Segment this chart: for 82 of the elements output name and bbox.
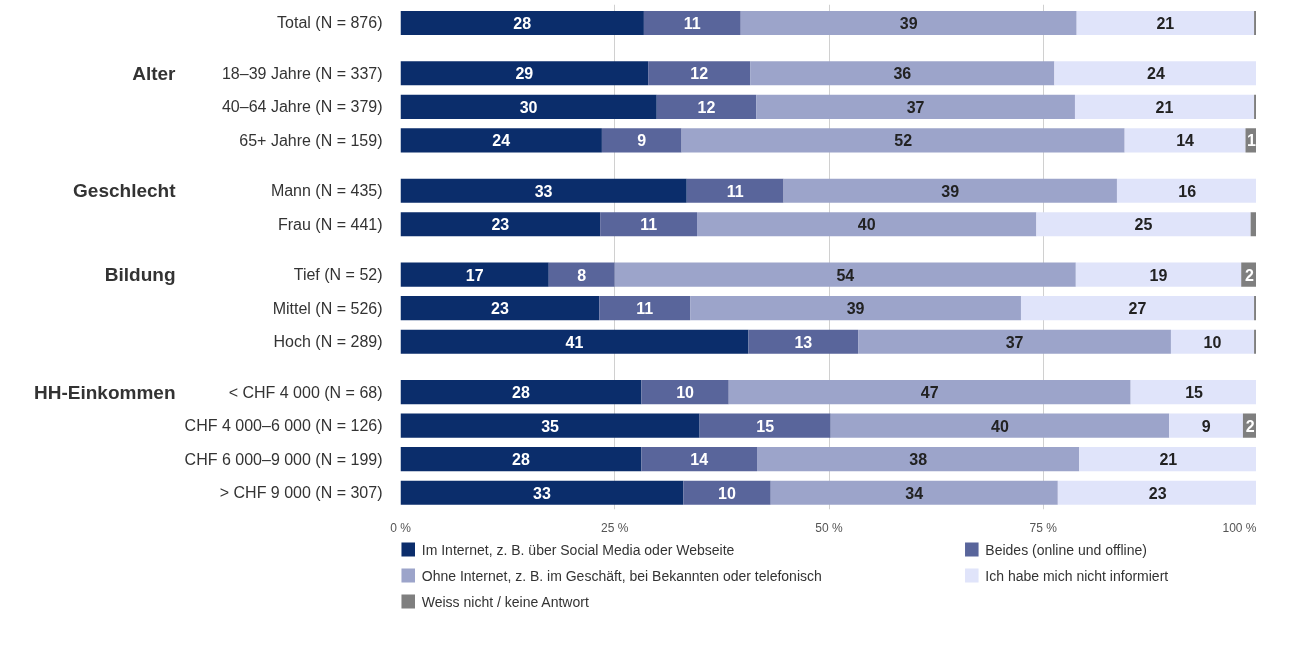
y-tick-label: 65+ Jahre (N = 159) <box>239 131 383 149</box>
data-label: 23 <box>1148 484 1167 502</box>
data-label: 30 <box>519 98 538 116</box>
data-label: 2 <box>1245 417 1255 435</box>
data-label: 10 <box>676 384 695 402</box>
data-label: 9 <box>637 132 647 150</box>
x-tick-label: 0 % <box>390 520 412 535</box>
data-label: 16 <box>1178 182 1197 200</box>
data-label: 28 <box>512 384 530 402</box>
data-label: 33 <box>534 182 553 200</box>
data-label: 21 <box>1159 451 1178 469</box>
data-label: 37 <box>906 98 925 116</box>
data-label: 9 <box>1201 417 1211 435</box>
data-label: 25 <box>1134 216 1153 234</box>
data-label: 34 <box>905 484 924 502</box>
data-label: 23 <box>491 216 510 234</box>
data-label: 12 <box>697 98 716 116</box>
legend-label: Beides (online und offline) <box>985 541 1147 558</box>
data-label: 41 <box>565 333 584 351</box>
data-label: 35 <box>541 417 560 435</box>
data-label: 14 <box>1176 132 1195 150</box>
data-label: 21 <box>1155 98 1174 116</box>
data-label: 39 <box>846 300 865 318</box>
data-label: 54 <box>836 266 855 284</box>
legend-label: Weiss nicht / keine Antwort <box>421 593 589 610</box>
y-tick-label: 18–39 Jahre (N = 337) <box>221 64 383 82</box>
data-label: 11 <box>640 216 658 234</box>
data-label: 15 <box>1185 384 1204 402</box>
data-label: 38 <box>909 451 928 469</box>
x-tick-label: 75 % <box>1029 520 1058 535</box>
data-label: 21 <box>1156 14 1175 32</box>
data-label: 28 <box>513 14 532 32</box>
y2-tick-label: HH-Einkommen <box>34 381 176 403</box>
y2-tick-label: Alter <box>132 62 177 84</box>
y-tick-label: < CHF 4 000 (N = 68) <box>228 383 383 401</box>
data-label: 10 <box>1203 333 1222 351</box>
data-label: 24 <box>1147 65 1165 83</box>
data-label: 33 <box>533 484 551 502</box>
data-label: 39 <box>941 182 960 200</box>
data-label: 15 <box>756 417 775 435</box>
data-label: 13 <box>794 333 813 351</box>
data-label: 1 <box>1247 132 1257 150</box>
y-tick-label: CHF 6 000–9 000 (N = 199) <box>184 450 383 468</box>
data-label: 28 <box>512 451 530 469</box>
y-tick-label: Hoch (N = 289) <box>273 333 383 351</box>
y-tick-label: Tief (N = 52) <box>293 266 383 284</box>
y-tick-label: Mittel (N = 526) <box>272 299 383 317</box>
data-label: 17 <box>465 266 484 284</box>
x-tick-label: 100 % <box>1222 520 1257 535</box>
y-tick-label: Mann (N = 435) <box>270 182 383 200</box>
data-label: 10 <box>718 484 737 502</box>
data-label: 39 <box>899 14 918 32</box>
data-label: 36 <box>893 65 912 83</box>
data-label: 52 <box>894 132 913 150</box>
data-label: 29 <box>515 65 534 83</box>
data-label: 40 <box>857 216 876 234</box>
data-label: 24 <box>492 132 511 150</box>
y2-tick-label: Bildung <box>104 264 176 286</box>
y-tick-label: Total (N = 876) <box>277 14 383 32</box>
data-label: 12 <box>690 65 709 83</box>
data-label: 47 <box>920 384 939 402</box>
data-label: 14 <box>690 451 709 469</box>
legend-label: Ohne Internet, z. B. im Geschäft, bei Bekannten oder telefonisch <box>421 567 822 584</box>
data-label: 8 <box>577 266 587 284</box>
legend-label: Ich habe mich nicht informiert <box>985 567 1169 584</box>
data-label: 37 <box>1005 333 1024 351</box>
y-tick-label: 40–64 Jahre (N = 379) <box>221 98 383 116</box>
x-tick-label: 25 % <box>601 520 629 535</box>
y-tick-label: Frau (N = 441) <box>278 215 383 233</box>
legend-label: Im Internet, z. B. über Social Media oder Webseite <box>421 541 735 558</box>
data-label: 40 <box>991 417 1009 435</box>
x-tick-label: 50 % <box>815 520 844 535</box>
data-label: 2 <box>1244 266 1254 284</box>
y-tick-label: CHF 4 000–6 000 (N = 126) <box>184 417 383 435</box>
data-label: 19 <box>1149 266 1168 284</box>
data-label: 23 <box>491 300 509 318</box>
data-label: 27 <box>1128 300 1147 318</box>
data-label: 11 <box>726 182 744 200</box>
y2-tick-label: Geschlecht <box>73 180 177 202</box>
data-label: 11 <box>636 300 654 318</box>
data-label: 11 <box>683 14 701 32</box>
y-tick-label: > CHF 9 000 (N = 307) <box>219 484 383 502</box>
